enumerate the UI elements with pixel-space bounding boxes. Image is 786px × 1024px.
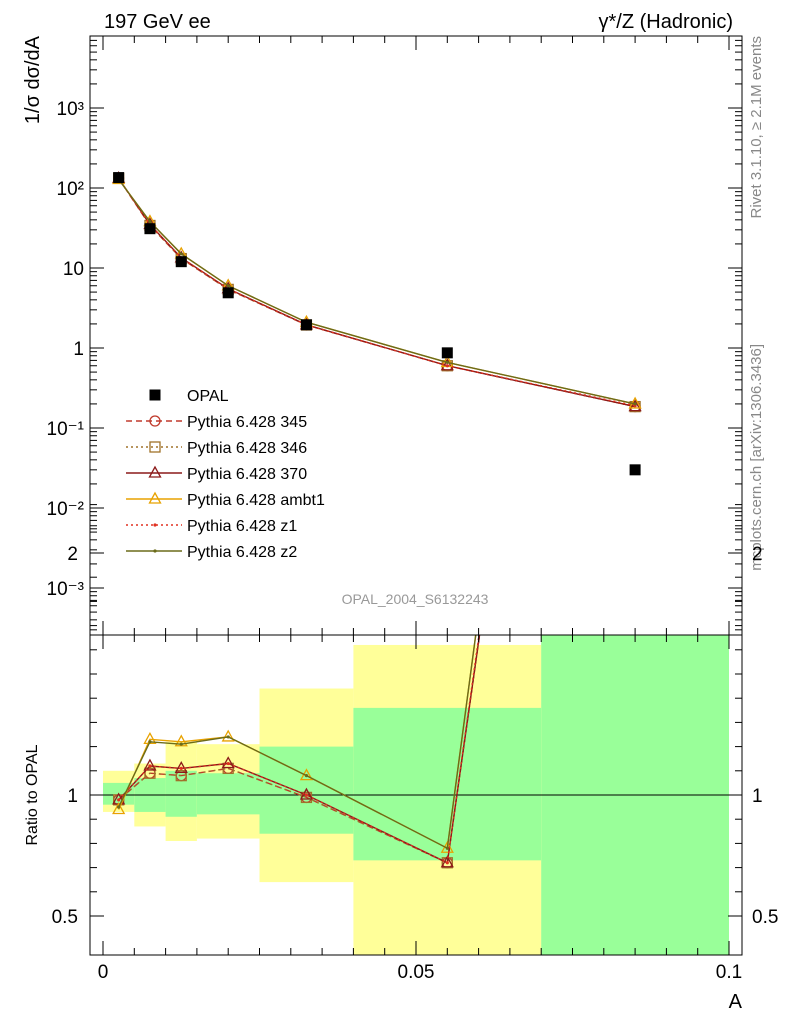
- x-axis-label: A: [729, 991, 743, 1013]
- ratio-series-1-point: [175, 769, 187, 782]
- legend-marker-3: [148, 491, 162, 504]
- side-label-top: Rivet 3.1.10, ≥ 2.1M events: [748, 36, 765, 219]
- top-series-line-0: [118, 178, 636, 408]
- legend-label: Pythia 6.428 ambt1: [187, 492, 325, 509]
- legend-marker-4: [153, 523, 157, 527]
- legend-label: Pythia 6.428 345: [187, 414, 307, 431]
- ratio-series-2-point: [221, 756, 235, 769]
- top-series-5-point: [148, 220, 152, 224]
- top-y-tick-label: 10⁻³: [47, 579, 85, 600]
- legend-label: Pythia 6.428 346: [187, 440, 307, 457]
- x-tick-label: 0.1: [716, 962, 742, 983]
- ratio-series-5-point: [445, 846, 449, 850]
- legend-marker-2: [148, 465, 162, 478]
- top-y-axis-label: 1/σ dσ/dA: [22, 35, 44, 124]
- opal-data-point: [222, 287, 234, 299]
- top-y-tick-label: 10³: [57, 99, 84, 120]
- ratio-series-line-1: [118, 635, 481, 864]
- opal-data-point: [441, 347, 453, 359]
- top-series-line-3: [118, 178, 636, 405]
- top-series-line-1: [118, 178, 636, 408]
- legend-label: Pythia 6.428 370: [187, 466, 307, 483]
- top-series-5-point: [633, 402, 637, 406]
- bottom-y-tick-label-right: 2: [752, 544, 763, 565]
- ratio-series-4-point: [117, 798, 121, 802]
- legend-marker-0: [149, 415, 161, 427]
- ratio-series-4-point: [445, 861, 449, 865]
- top-series-4-point: [445, 364, 449, 368]
- stat-uncertainty-band: [165, 770, 197, 817]
- ratio-series-2-point: [174, 761, 188, 774]
- x-tick-label: 0.05: [398, 962, 435, 983]
- legend-label: OPAL: [187, 388, 229, 405]
- bottom-y-tick-label-right: 0.5: [752, 907, 778, 928]
- legend-marker-5: [153, 549, 157, 553]
- top-y-tick-label: 10⁻²: [47, 499, 85, 520]
- top-y-tick-label: 10⁻¹: [47, 419, 85, 440]
- bottom-series-group: [112, 635, 481, 869]
- legend-marker-1: [149, 441, 161, 453]
- stat-uncertainty-band: [353, 707, 542, 861]
- bottom-y-tick-label-right: 1: [752, 786, 763, 807]
- bottom-y-tick-label: 0.5: [52, 907, 78, 928]
- ratio-series-4-point: [304, 793, 309, 797]
- top-y-tick-label: 10²: [57, 179, 84, 200]
- side-label-bottom: mcplots.cern.ch [arXiv:1306.3436]: [748, 344, 765, 571]
- ratio-series-5-point: [148, 740, 152, 744]
- bottom-y-tick-label: 2: [67, 544, 78, 565]
- ratio-series-2-point: [143, 758, 157, 771]
- watermark: OPAL_2004_S6132243: [342, 591, 489, 607]
- ratio-series-4-point: [148, 764, 152, 768]
- title-left: 197 GeV ee: [104, 11, 211, 33]
- legend: OPAL Pythia 6.428 345 Pythia 6.428 346 Pyth…: [126, 388, 325, 561]
- opal-data-point: [300, 319, 312, 331]
- ratio-series-5-point: [226, 735, 230, 739]
- top-y-tick-label: 10: [63, 259, 84, 280]
- top-series-group: [112, 171, 642, 413]
- opal-data-point: [113, 172, 125, 184]
- ratio-series-4-point: [179, 766, 183, 770]
- legend-label: Pythia 6.428 z2: [187, 544, 297, 561]
- top-series-line-5: [118, 178, 636, 405]
- ratio-series-1-point: [144, 767, 156, 779]
- top-data-points: [113, 172, 641, 476]
- top-series-2-point: [440, 358, 454, 371]
- x-tick-label: 0: [98, 962, 109, 983]
- top-series-5-point: [179, 252, 183, 256]
- top-series-5-point: [445, 360, 449, 365]
- top-series-2-point: [628, 399, 642, 412]
- ratio-series-5-point: [304, 774, 309, 778]
- opal-data-point: [629, 464, 641, 476]
- bottom-y-axis-label: Ratio to OPAL: [24, 744, 41, 845]
- ratio-series-3-point: [112, 802, 126, 815]
- ratio-uncertainty-bands: [90, 635, 742, 955]
- ratio-series-5-point: [117, 805, 121, 809]
- top-axes: 10⁻³ 10⁻² 10⁻¹ 1 10 10² 10³: [47, 36, 742, 635]
- ratio-series-3-point: [221, 729, 235, 742]
- legend-marker-opal: [149, 389, 161, 401]
- bottom-y-tick-label: 1: [67, 786, 78, 807]
- bottom-plot-frame: [89, 634, 743, 956]
- opal-data-point: [144, 223, 156, 235]
- opal-data-point: [175, 256, 187, 268]
- ratio-series-5-point: [179, 742, 183, 746]
- bottom-axes: 0.5 0.5 1 1 2 2 0 0.05 0.1: [52, 504, 778, 983]
- ratio-series-4-point: [226, 761, 230, 766]
- legend-label: Pythia 6.428 z1: [187, 518, 297, 535]
- title-right: γ*/Z (Hadronic): [599, 11, 733, 33]
- top-series-5-point: [226, 284, 230, 288]
- top-y-tick-label: 1: [73, 339, 84, 360]
- stat-uncertainty-band: [196, 773, 260, 815]
- ratio-series-2-point: [440, 855, 454, 868]
- top-series-line-4: [118, 178, 636, 407]
- top-series-line-2: [118, 178, 636, 408]
